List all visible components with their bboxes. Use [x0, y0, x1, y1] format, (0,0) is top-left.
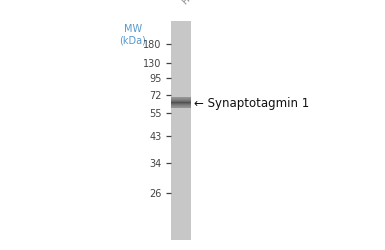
Text: 72: 72: [149, 90, 162, 101]
Text: 34: 34: [149, 158, 162, 168]
Text: ← Synaptotagmin 1: ← Synaptotagmin 1: [194, 97, 310, 110]
Text: 55: 55: [149, 108, 162, 118]
Text: 180: 180: [143, 40, 162, 50]
Text: 43: 43: [149, 132, 162, 142]
Text: Human brain: Human brain: [181, 0, 229, 6]
Text: MW
(kDa): MW (kDa): [119, 24, 146, 45]
Text: 130: 130: [143, 59, 162, 69]
Text: 95: 95: [149, 74, 162, 84]
Text: 26: 26: [149, 188, 162, 198]
